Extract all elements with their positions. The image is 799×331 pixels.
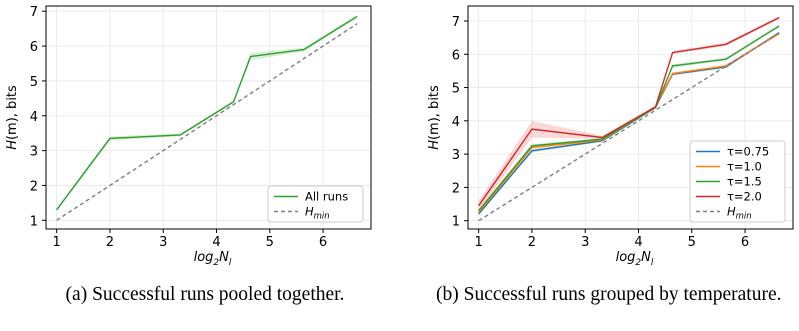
x-tick-label: 1 <box>475 235 483 250</box>
y-axis-label: H(m), bits <box>427 85 442 150</box>
y-tick-label: 5 <box>30 75 38 90</box>
series-band <box>478 24 780 212</box>
y-tick-label: 1 <box>452 215 460 230</box>
plot-frame <box>45 5 372 230</box>
legend-label: τ=0.75 <box>727 145 769 159</box>
legend-label: Hmin <box>727 205 752 222</box>
caption-b: (b) Successful runs grouped by temperatu… <box>436 284 782 305</box>
chart-b: 1 2 3 4 5 6 1 2 3 4 5 6 7 log2Nl H(m), bits τ=0.75τ=1.0… <box>427 5 794 268</box>
y-tick-label: 3 <box>452 148 460 163</box>
y-tick-label: 3 <box>30 145 38 160</box>
x-tick-label: 5 <box>266 235 274 250</box>
x-tick-label: 4 <box>634 235 642 250</box>
y-tick-label: 5 <box>452 82 460 97</box>
y-tick-label: 7 <box>452 15 460 30</box>
x-tick-label: 2 <box>106 235 114 250</box>
y-tick-label: 6 <box>452 48 460 63</box>
caption-a: (a) Successful runs pooled together. <box>65 284 345 305</box>
x-axis-label: log2Nl <box>616 250 654 268</box>
y-tick-label: 7 <box>30 5 38 20</box>
legend-label: τ=1.0 <box>727 160 762 174</box>
y-axis-label: H(m), bits <box>5 85 20 150</box>
series-line <box>56 15 358 211</box>
y-tick-label: 4 <box>452 115 460 130</box>
x-tick-label: 2 <box>528 235 536 250</box>
y-tick-label: 1 <box>30 214 38 229</box>
y-tick-label: 4 <box>30 110 38 125</box>
legend-label: Hmin <box>305 205 330 222</box>
legend-box <box>689 140 786 223</box>
series-line <box>478 32 780 222</box>
x-tick-label: 6 <box>741 235 749 250</box>
x-axis-label: log2Nl <box>194 250 232 268</box>
chart-a: 1 2 3 4 5 6 1 2 3 4 5 6 7 log2Nl H(m), bits All runsHmi… <box>5 5 372 268</box>
legend-label: All runs <box>305 190 348 204</box>
legend-label: τ=2.0 <box>727 190 762 204</box>
y-tick-label: 6 <box>30 40 38 55</box>
y-tick-label: 2 <box>452 181 460 196</box>
x-tick-label: 3 <box>159 235 167 250</box>
series-line <box>56 23 358 221</box>
legend-label: τ=1.5 <box>727 175 762 189</box>
x-tick-label: 5 <box>688 235 696 250</box>
y-tick-label: 2 <box>30 179 38 194</box>
plot-frame <box>467 5 794 230</box>
x-tick-label: 3 <box>581 235 589 250</box>
x-tick-label: 6 <box>319 235 327 250</box>
x-tick-label: 1 <box>53 235 61 250</box>
x-tick-label: 4 <box>212 235 220 250</box>
legend-box <box>267 185 364 223</box>
series-line <box>478 17 780 207</box>
